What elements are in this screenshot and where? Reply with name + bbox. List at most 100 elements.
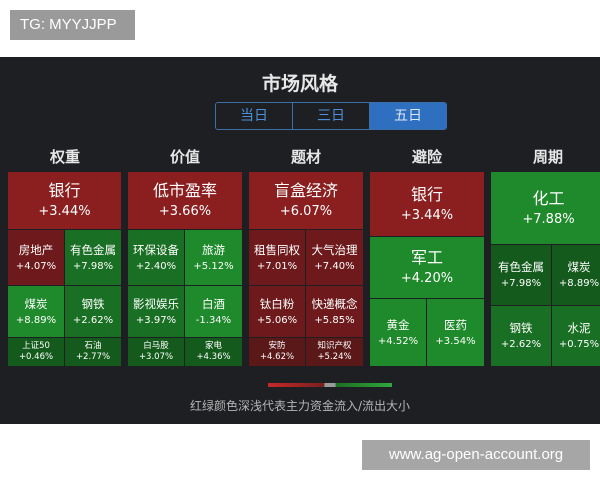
tile-value: +3.54% bbox=[435, 335, 476, 347]
tile-value: +3.44% bbox=[38, 204, 91, 219]
tile-value: +2.40% bbox=[135, 260, 177, 272]
tile-name: 医药 bbox=[444, 317, 467, 332]
tile[interactable]: 旅游 +5.12% bbox=[185, 230, 242, 285]
tile-name: 安防 bbox=[268, 341, 286, 351]
tile-value: +0.75% bbox=[558, 339, 600, 350]
tile-value: +2.62% bbox=[500, 339, 542, 350]
tile-name: 快递概念 bbox=[311, 296, 358, 311]
tile[interactable]: 钢铁 +2.62% bbox=[65, 286, 121, 337]
tile[interactable]: 大气治理 +7.40% bbox=[306, 230, 363, 285]
tile-value: +4.20% bbox=[400, 271, 454, 286]
tile[interactable]: 黄金 +4.52% bbox=[370, 299, 426, 366]
tile[interactable]: 白酒 -1.34% bbox=[185, 286, 242, 337]
tile-value: +4.07% bbox=[15, 260, 57, 272]
tile-name: 有色金属 bbox=[498, 260, 544, 274]
tile-value: +2.62% bbox=[72, 314, 114, 326]
tile[interactable]: 安防 +4.62% bbox=[249, 338, 305, 366]
tile-name: 银行 bbox=[48, 181, 81, 200]
tile[interactable]: 有色金属 +7.98% bbox=[65, 230, 121, 285]
tile-name: 低市盈率 bbox=[152, 181, 217, 200]
tile[interactable]: 白马股 +3.07% bbox=[128, 338, 184, 366]
tile[interactable]: 租售同权 +7.01% bbox=[249, 230, 305, 285]
tile-value: +8.89% bbox=[558, 278, 600, 289]
value-column: 低市盈率 +3.66% 环保设备 +2.40% 旅游 +5.12% 影视娱乐 +… bbox=[128, 172, 242, 366]
tile[interactable]: 医药 +3.54% bbox=[427, 299, 484, 366]
cycle-column: 化工 +7.88% 有色金属 +7.98% 煤炭 +8.89% 钢铁 +2.62… bbox=[491, 172, 600, 366]
tile-name: 旅游 bbox=[202, 242, 225, 257]
tile-name: 大气治理 bbox=[311, 242, 358, 257]
tile-value: +7.98% bbox=[500, 278, 542, 289]
tile-name: 影视娱乐 bbox=[133, 296, 179, 311]
tile-big[interactable]: 盲盒经济 +6.07% bbox=[249, 172, 363, 229]
tile-name: 环保设备 bbox=[133, 242, 179, 257]
tile-value: +4.52% bbox=[377, 335, 419, 347]
tile-value: +7.40% bbox=[314, 260, 355, 272]
tile-name: 房地产 bbox=[18, 242, 54, 257]
tile[interactable]: 煤炭 +8.89% bbox=[8, 286, 64, 337]
tile[interactable]: 煤炭 +8.89% bbox=[552, 245, 600, 305]
tile-value: +5.06% bbox=[256, 314, 298, 326]
tile[interactable]: 钛白粉 +5.06% bbox=[249, 286, 305, 337]
tile-value: +8.89% bbox=[15, 314, 57, 326]
tile-name: 有色金属 bbox=[70, 242, 116, 257]
tile-big[interactable]: 低市盈率 +3.66% bbox=[128, 172, 242, 229]
tile-name: 黄金 bbox=[386, 317, 410, 332]
tile[interactable]: 家电 +4.36% bbox=[185, 338, 242, 366]
tab-five-day[interactable]: 五日 bbox=[370, 103, 446, 129]
tile-big[interactable]: 银行 +3.44% bbox=[8, 172, 121, 229]
tile-name: 煤炭 bbox=[567, 260, 591, 274]
tile-mid[interactable]: 军工 +4.20% bbox=[370, 237, 484, 298]
tab-three-day[interactable]: 三日 bbox=[293, 103, 370, 129]
tile-name: 石油 bbox=[84, 341, 102, 351]
theme-column: 盲盒经济 +6.07% 租售同权 +7.01% 大气治理 +7.40% 钛白粉 … bbox=[249, 172, 363, 366]
watermark-top: TG: MYYJJPP bbox=[10, 10, 135, 40]
legend-caption: 红绿颜色深浅代表主力资金流入/流出大小 bbox=[189, 399, 411, 413]
category-cycle: 周期 bbox=[532, 148, 563, 166]
tile-value: -1.34% bbox=[195, 314, 232, 326]
tile-value: +7.01% bbox=[256, 260, 298, 272]
tile[interactable]: 上证50 +0.46% bbox=[8, 338, 64, 366]
tile-value: +3.97% bbox=[135, 314, 177, 326]
tile-name: 家电 bbox=[204, 341, 222, 351]
tile-name: 煤炭 bbox=[24, 296, 48, 311]
tile-value: +3.07% bbox=[138, 352, 174, 362]
color-legend-bar bbox=[268, 383, 392, 387]
tile-value: +3.44% bbox=[400, 207, 454, 223]
tile[interactable]: 知识产权 +5.24% bbox=[306, 338, 363, 366]
weight-column: 银行 +3.44% 房地产 +4.07% 有色金属 +7.98% 煤炭 +8.8… bbox=[8, 172, 121, 366]
category-value: 价值 bbox=[169, 148, 200, 166]
tile-name: 知识产权 bbox=[317, 341, 352, 351]
tile-value: +2.77% bbox=[75, 352, 111, 362]
tile[interactable]: 钢铁 +2.62% bbox=[491, 306, 551, 366]
page-title: 市场风格 bbox=[261, 73, 338, 95]
tile-name: 钢铁 bbox=[81, 296, 105, 311]
tile-name: 银行 bbox=[410, 184, 443, 204]
tile-name: 租售同权 bbox=[254, 242, 300, 257]
tile[interactable]: 水泥 +0.75% bbox=[552, 306, 600, 366]
tile-name: 钢铁 bbox=[509, 321, 533, 335]
tile-name: 白马股 bbox=[143, 341, 169, 351]
tile-value: +4.36% bbox=[196, 352, 231, 362]
watermark-bottom: www.ag-open-account.org bbox=[362, 440, 590, 470]
tile-value: +5.85% bbox=[314, 314, 355, 326]
tile-name: 军工 bbox=[410, 248, 443, 267]
tile-name: 钛白粉 bbox=[259, 296, 295, 311]
category-safe-haven: 避险 bbox=[411, 148, 442, 166]
period-tabs: 当日 三日 五日 bbox=[215, 102, 447, 130]
tile[interactable]: 房地产 +4.07% bbox=[8, 230, 64, 285]
category-weight: 权重 bbox=[49, 148, 80, 166]
tile[interactable]: 快递概念 +5.85% bbox=[306, 286, 363, 337]
tile-name: 化工 bbox=[532, 188, 565, 208]
tile[interactable]: 石油 +2.77% bbox=[65, 338, 121, 366]
market-style-panel: 市场风格 当日 三日 五日 权重 价值 题材 避险 周期 银行 +3.44% 房… bbox=[0, 57, 600, 424]
tile[interactable]: 环保设备 +2.40% bbox=[128, 230, 184, 285]
tile-value: +5.12% bbox=[193, 260, 234, 272]
tile-big[interactable]: 银行 +3.44% bbox=[370, 172, 484, 236]
tile-big[interactable]: 化工 +7.88% bbox=[491, 172, 600, 244]
tab-today[interactable]: 当日 bbox=[216, 103, 293, 129]
tile-name: 上证50 bbox=[22, 341, 50, 351]
tile[interactable]: 有色金属 +7.98% bbox=[491, 245, 551, 305]
tile[interactable]: 影视娱乐 +3.97% bbox=[128, 286, 184, 337]
tile-value: +4.62% bbox=[259, 352, 295, 362]
tile-value: +7.88% bbox=[522, 211, 575, 227]
